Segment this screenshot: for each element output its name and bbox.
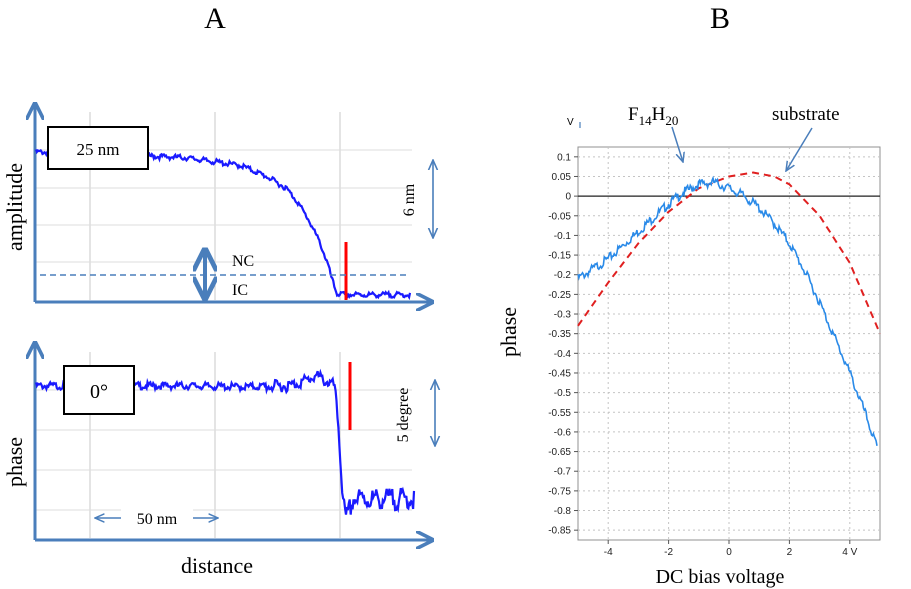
y-tick-label-7: -0.25: [548, 290, 571, 301]
x-tick-label-2: 0: [726, 547, 732, 558]
y-tick-label-0: 0.1: [557, 152, 571, 163]
y-tick-label-12: -0.5: [554, 388, 572, 399]
x-tick-label-3: 2: [787, 547, 793, 558]
y-tick-label-19: -0.85: [548, 526, 571, 537]
y-tick-label-8: -0.3: [554, 310, 572, 321]
y-tick-label-16: -0.7: [554, 467, 572, 478]
y-tick-label-14: -0.6: [554, 427, 572, 438]
f14-F: F: [628, 104, 639, 125]
bias-ticks: 0.1 0.05 0 -0.05 -0.1 -0.15 -0.2 -0.25 -0.3 -0.35…: [548, 152, 857, 558]
y-tick-label-18: -0.8: [554, 506, 572, 517]
y-tick-label-4: -0.1: [554, 231, 572, 242]
y-tick-label-10: -0.4: [554, 349, 572, 360]
distance-label-bg: [121, 508, 193, 528]
nc-label: NC: [232, 253, 254, 270]
y-tick-label-3: -0.05: [548, 211, 571, 222]
amplitude-y-label: amplitude: [2, 163, 27, 251]
bias-x-label: DC bias voltage: [656, 566, 785, 588]
f14h20-curve: [577, 175, 878, 446]
phase-scale-label: 5 degree: [395, 388, 412, 443]
y-tick-label-2: 0: [565, 192, 571, 203]
amplitude-scale-box: [47, 126, 149, 170]
substrate-annotation: substrate: [772, 104, 840, 125]
phase-a-x-label: distance: [181, 553, 253, 578]
phase-box-label: 0°: [90, 381, 108, 403]
y-tick-label-5: -0.15: [548, 251, 571, 262]
substrate-curve: [577, 171, 881, 335]
y-tick-label-11: -0.45: [548, 368, 571, 379]
f14h20-annotation: F14H20: [628, 104, 678, 128]
y-tick-label-13: -0.55: [548, 408, 571, 419]
bias-y-label: phase: [496, 307, 521, 357]
amplitude-plot: NC IC 25 nm 6 nm amplitude: [2, 104, 433, 302]
x-tick-label-4: 4 V: [842, 547, 857, 558]
phase-plot-a: 0° 5 degree 50 nm phase distance: [2, 343, 435, 578]
amplitude-scale-label: 6 nm: [401, 183, 418, 216]
panel-label-a: A: [204, 2, 226, 35]
distance-scale-label: 50 nm: [137, 511, 178, 528]
phase-scale-box: [63, 365, 135, 415]
amplitude-box-label: 25 nm: [77, 140, 120, 159]
f14-sub: 14: [639, 113, 653, 128]
x-tick-label-0: -4: [604, 547, 613, 558]
y-tick-label-17: -0.75: [548, 486, 571, 497]
f14h20-arrow: [671, 126, 683, 162]
substrate-arrow: [786, 127, 813, 171]
y-tick-label-9: -0.35: [548, 329, 571, 340]
y-tick-label-6: -0.2: [554, 270, 572, 281]
phase-a-y-label: phase: [2, 437, 27, 487]
y-tick-label-15: -0.65: [548, 447, 571, 458]
bias-grid: [578, 147, 880, 540]
phase-bias-plot: 0.1 0.05 0 -0.05 -0.1 -0.15 -0.2 -0.25 -0.3 -0.35…: [496, 104, 881, 588]
panel-label-b: B: [710, 2, 730, 35]
ic-label: IC: [232, 282, 248, 299]
f14-H: H: [652, 104, 666, 125]
x-tick-label-1: -2: [664, 547, 673, 558]
y-tick-label-1: 0.05: [552, 172, 572, 183]
f14-sub2: 20: [665, 113, 678, 128]
y-unit-label: V: [567, 117, 574, 128]
